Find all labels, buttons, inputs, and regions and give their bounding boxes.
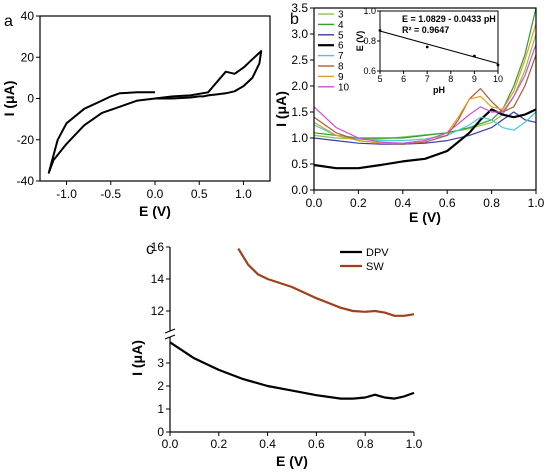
curves-b	[313, 7, 537, 170]
x-tick-label-b: 0.8	[483, 196, 500, 210]
inset-x-tick-label: 5	[377, 74, 382, 84]
y-axis-label-c: I (μA)	[129, 340, 145, 376]
legend-label-7: 7	[338, 51, 344, 62]
legend-label-10: 10	[338, 82, 350, 93]
panel-a: a -1.0 -0.5 0.0 0.5 1.0 -40 -20 0 20 40 E (V) I (μA)	[1, 9, 271, 219]
ph-curve-9	[313, 23, 537, 144]
axis-break-mark	[164, 334, 176, 340]
x-tick-label-a: -1.0	[56, 187, 77, 201]
x-tick-label-c: 0.2	[210, 437, 227, 451]
ph-curve-6	[313, 108, 537, 170]
x-tick-label-a: -0.5	[100, 187, 121, 201]
y-tick-label-c: 0	[157, 425, 164, 439]
y-tick-label-b: 0.0	[291, 183, 308, 197]
y-tick-label-c: 3	[157, 356, 164, 370]
y-tick-label-a: -20	[17, 133, 35, 147]
y-tick-label-b: 1.0	[291, 131, 308, 145]
x-tick-label-c: 0.0	[162, 437, 179, 451]
y-tick-label-b: 3.0	[291, 27, 308, 41]
legend-c: DPV SW	[340, 247, 389, 273]
x-tick-label-c: 0.8	[357, 437, 374, 451]
legend-label-dpv: DPV	[366, 247, 389, 259]
legend-label-9: 9	[338, 72, 344, 83]
inset-point	[425, 45, 429, 49]
x-tick-label-a: 0.5	[191, 187, 208, 201]
inset-x-tick-label: 10	[493, 74, 503, 84]
curve-dpv	[169, 341, 415, 400]
panel-label-b: b	[290, 11, 299, 28]
x-tick-label-a: 1.0	[235, 187, 252, 201]
y-tick-label-c: 1	[157, 402, 164, 416]
y-tick-label-b: 2.0	[291, 79, 308, 93]
x-tick-label-a: 0.0	[147, 187, 164, 201]
inset-x-tick-label: 9	[472, 74, 477, 84]
inset-y-tick-label: 1.0	[363, 6, 376, 16]
x-tick-label-b: 0.2	[350, 196, 367, 210]
y-tick-label-a: 20	[21, 50, 35, 64]
inset-y-tick-label: 0.8	[363, 36, 376, 46]
ph-curve-10	[313, 44, 537, 144]
y-tick-label-a: -40	[17, 174, 35, 188]
legend-label-4: 4	[338, 20, 344, 31]
y-tick-label-a: 40	[21, 9, 35, 23]
ph-curve-5	[313, 111, 537, 145]
panel-label-a: a	[4, 13, 13, 30]
cv-curve	[47, 50, 263, 174]
y-tick-label-c: 14	[151, 272, 165, 286]
inset-y-tick-label: 0.6	[363, 66, 376, 76]
y-tick-label-b: 2.5	[291, 53, 308, 67]
panel-label-c: c	[146, 241, 154, 258]
inset-y-label: E (V)	[355, 31, 365, 52]
x-axis-label-b: E (V)	[409, 209, 441, 225]
x-axis-label-a: E (V)	[139, 203, 171, 219]
inset-x-tick-label: 7	[425, 74, 430, 84]
y-tick-label-b: 3.5	[291, 1, 308, 15]
legend-label-5: 5	[338, 30, 344, 41]
inset-b: 5 6 7 8 9 10 0.6 0.8 1.0 pH E (V) E = 1.0829 - 0.04…	[355, 6, 503, 95]
x-axis-label-c: E (V)	[276, 453, 308, 469]
legend-label-sw: SW	[366, 261, 384, 273]
y-axis-label-a: I (μA)	[1, 81, 17, 117]
inset-point	[496, 63, 500, 67]
legend-label-6: 6	[338, 41, 344, 52]
x-tick-label-b: 0.4	[394, 196, 411, 210]
inset-x-tick-label: 6	[401, 74, 406, 84]
y-axis-label-b: I (μA)	[273, 91, 289, 127]
x-tick-label-b: 0.0	[306, 196, 323, 210]
x-tick-label-c: 0.4	[259, 437, 276, 451]
plot-frame-b	[313, 7, 537, 191]
panel-b: b 0.0 0.2 0.4 0.6 0.8 1.0 0.0 0.5 1.0 1.5 2.0 2.5 3.0…	[273, 1, 545, 225]
y-tick-label-b: 1.5	[291, 105, 308, 119]
legend-label-3: 3	[338, 10, 344, 21]
inset-r-squared: R² = 0.9647	[402, 25, 449, 35]
inset-equation: E = 1.0829 - 0.0433 pH	[402, 14, 496, 24]
y-tick-label-a: 0	[27, 92, 34, 106]
inset-frame	[379, 10, 499, 72]
x-tick-label-c: 1.0	[406, 437, 423, 451]
y-tick-label-c: 2	[157, 379, 164, 393]
y-tick-label-b: 0.5	[291, 157, 308, 171]
curve-sw	[237, 248, 415, 317]
inset-x-tick-label: 8	[448, 74, 453, 84]
legend-label-8: 8	[338, 62, 344, 73]
inset-point	[473, 54, 476, 58]
inset-x-label: pH	[433, 85, 445, 95]
inset-point	[378, 29, 382, 32]
x-tick-label-c: 0.6	[308, 437, 325, 451]
x-tick-label-b: 0.6	[439, 196, 456, 210]
inset-fit-line	[379, 30, 499, 64]
axis-break-mark	[164, 328, 176, 334]
y-tick-label-c: 12	[151, 304, 165, 318]
x-tick-label-b: 1.0	[528, 196, 545, 210]
y-tick-label-c: 16	[151, 240, 165, 254]
